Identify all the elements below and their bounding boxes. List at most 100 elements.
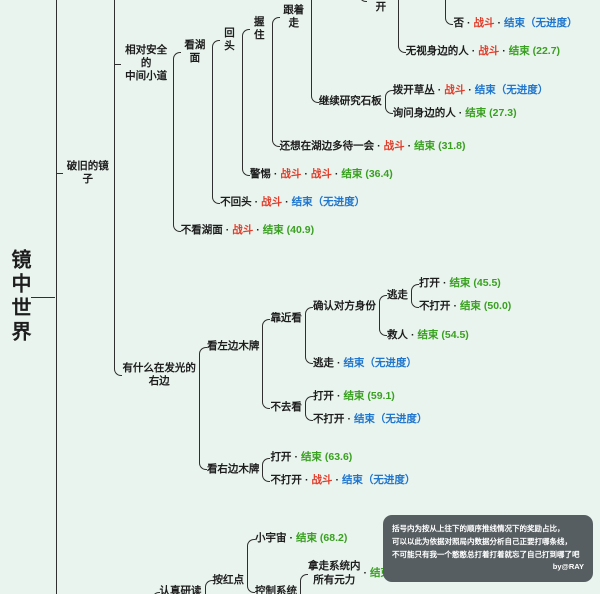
node-label: 不打开 · 战斗 · 结束（无进度） [269, 474, 416, 487]
tree-root-node: 镜中世界结实的镜子结束（无进度）破旧的镜子传出魔兽吼声的 左边·战斗·结束 (4… [6, 0, 598, 594]
node-label: 跟着走 [279, 4, 309, 30]
node-label: 不回头 · 战斗 · 结束（无进度） [219, 196, 366, 209]
tree-node: 握住跟着走拨开草丛打开·结束 (9.1)不打开予以回应是使用·解谜·结束 (13… [249, 0, 598, 158]
node-text: 战斗 [261, 196, 283, 209]
node-text: 打开 [418, 277, 440, 290]
tree-node: 不打开 予以回应 是使用·解谜·结束 (13.6)不使用·挑战首领·结束 (18.2… [366, 0, 598, 64]
node-text: 拨开草丛 [392, 83, 435, 96]
tree-branch: 拿走系统内 部分元力·战斗·结束 (77.3) [299, 591, 453, 594]
node-text: 逃走 [312, 356, 334, 369]
tree-branch: 不打开 · 结束 (50.0) [410, 295, 512, 318]
node-text: 结束 (22.7) [508, 45, 561, 58]
node-text: 相对安全的 中间小道 [125, 43, 168, 83]
tree-branch: 不使用·挑战首领·结束 (18.2) [466, 0, 598, 7]
node-text: 拿走系统内 所有元力 [308, 560, 361, 586]
node-children: 打开 · 结束 (59.1) 不打开 · 结束（无进度） [304, 385, 429, 431]
tree-node: 确认对方身份 逃走 打开 · 结束 (45.5) 不打开 · 结束 (50.0) 救人 · 结束 (… [312, 267, 512, 346]
node-label: 看右边木牌 [206, 463, 261, 476]
node-children: 打开·结束 (9.1)不打开予以回应是使用·解谜·结束 (13.6)不使用·挑战… [358, 0, 598, 69]
node-children: 靠近看 确认对方身份 逃走 打开 · 结束 (45.5) 不打开 · 结束 (50.0) 救人 · 结… [261, 257, 512, 436]
dot-separator: · [334, 167, 339, 180]
node-text: 战斗 [311, 474, 333, 487]
note-line-2: 可以以此为依据对照局内数据分析自己正要打哪条线， [392, 536, 572, 546]
node-text: 确认对方身份 [312, 300, 376, 313]
dot-separator: · [304, 474, 309, 487]
node-label: 询问身边的人 · 结束 (27.3) [392, 107, 518, 120]
tree-node: 不去看 打开 · 结束 (59.1) 不打开 · 结束（无进度） [269, 385, 428, 431]
node-text: 结束 (36.4) [341, 167, 393, 180]
node-label: 逃走 [386, 289, 409, 302]
tree-branch: 打开 · 结束 (59.1) [304, 385, 429, 409]
node-label: 看左边木牌 [206, 340, 261, 353]
tree-branch: 看湖面回头握住跟着走拨开草丛打开·结束 (9.1)不打开予以回应是使用·解谜·结… [172, 0, 598, 220]
tree-node: 回头握住跟着走拨开草丛打开·结束 (9.1)不打开予以回应是使用·解谜·结束 (… [219, 0, 598, 186]
tree-node: 看湖面回头握住跟着走拨开草丛打开·结束 (9.1)不打开予以回应是使用·解谜·结… [180, 0, 598, 214]
node-children: 结实的镜子结束（无进度）破旧的镜子传出魔兽吼声的 左边·战斗·结束 (4.5)相… [31, 0, 598, 594]
tree-node: 不使用·挑战首领·结束 (18.2) [474, 0, 598, 2]
tree-node: 打开 · 结束 (45.5) [418, 277, 502, 290]
node-label: 拨开草丛 [318, 0, 357, 2]
tree-branch: 继续研究石板 拨开草丛 · 战斗 · 结束（无进度） 询问身边的人 · 结束 (27.3) [310, 73, 598, 130]
tree-branch: 还想在湖边多待一会 · 战斗 · 结束 (31.8) [271, 134, 598, 158]
tree-branch: 无视身边的人 · 战斗 · 结束 (22.7) [397, 40, 598, 63]
node-text: 结束 (27.3) [465, 106, 517, 119]
dot-separator: · [453, 300, 457, 313]
node-children: 确认对方身份 逃走 打开 · 结束 (45.5) 不打开 · 结束 (50.0) 救人 · 结束 (… [304, 262, 512, 375]
node-text: 握住 [254, 15, 265, 41]
dot-separator: · [363, 567, 368, 579]
tree-node: 跟着走拨开草丛打开·结束 (9.1)不打开予以回应是使用·解谜·结束 (13.6… [279, 0, 598, 130]
tree-node: 询问身边的人 · 结束 (27.3) [392, 107, 518, 120]
node-label: 不使用·挑战首领·结束 (18.2) [474, 0, 598, 2]
dot-separator: · [468, 83, 472, 96]
dot-separator: · [437, 83, 442, 96]
node-label: 继续研究石板 [318, 95, 383, 108]
tree-branch: 看右边木牌 打开 · 结束 (63.6) 不打开 · 战斗 · 结束（无进度） [198, 441, 512, 497]
tree-branch: 靠近看 确认对方身份 逃走 打开 · 结束 (45.5) 不打开 · 结束 (50.0) 救人 · 结… [261, 257, 512, 380]
tree-node: 有什么在发光的 右边 看左边木牌 靠近看 确认对方身份 逃走 打开 · 结束 (45.5) 不打… [121, 252, 512, 497]
node-label: 打开 · 结束 (45.5) [418, 277, 502, 290]
tree-branch: 不回头 · 战斗 · 结束（无进度） [211, 191, 598, 214]
node-text: 结束（无进度） [353, 412, 428, 425]
node-text: 结束 (50.0) [459, 300, 512, 313]
tree-node: 不打开 · 结束 (50.0) [418, 300, 512, 313]
tree-node: 破旧的镜子传出魔兽吼声的 左边·战斗·结束 (4.5)相对安全的 中间小道看湖面… [63, 0, 598, 502]
node-text: 结束 (18.2) [555, 0, 597, 2]
node-label: 逃走 · 结束（无进度） [312, 357, 418, 370]
node-label: 看湖面 [180, 39, 210, 65]
node-text: 按红点 [212, 573, 245, 586]
node-text: 挑战首领 [510, 0, 545, 2]
node-label: 予以回应 [405, 0, 444, 2]
tree-branch: 确认对方身份 逃走 打开 · 结束 (45.5) 不打开 · 结束 (50.0) 救人 · 结束 (… [304, 262, 512, 353]
tree-branch: 予以回应是使用·解谜·结束 (13.6)不使用·挑战首领·结束 (18.2)否·… [397, 0, 598, 40]
node-children: 回头握住跟着走拨开草丛打开·结束 (9.1)不打开予以回应是使用·解谜·结束 (… [211, 0, 598, 214]
node-label: 控制系统 [254, 585, 298, 594]
tree-branch: 小宇宙 · 结束 (68.2) [246, 527, 453, 551]
node-children: 逃走 打开 · 结束 (45.5) 不打开 · 结束 (50.0) 救人 · 结束 (54.5) [378, 267, 512, 346]
node-text: 打开 [270, 451, 292, 464]
node-text: 战斗 [383, 139, 405, 152]
dot-separator: · [294, 451, 298, 464]
tree-node: 无视身边的人 · 战斗 · 结束 (22.7) [405, 45, 561, 58]
dot-separator: · [225, 224, 230, 237]
dot-separator: · [471, 45, 476, 58]
tree-branch: 是使用·解谜·结束 (13.6)不使用·挑战首领·结束 (18.2) [444, 0, 598, 13]
node-children: 是使用·解谜·结束 (13.6)不使用·挑战首领·结束 (18.2)否·战斗·结… [444, 0, 598, 35]
node-text: 不回头 [220, 196, 252, 209]
node-text: 予以回应 [406, 0, 443, 2]
note-box: 括号内为按从上往下的顺序推线情况下的奖励占比， 可以以此为依据对照局内数据分析自… [383, 515, 593, 582]
node-label: 拨开草丛 · 战斗 · 结束（无进度） [392, 84, 550, 97]
node-text: 结束 (63.6) [300, 451, 353, 464]
tree-branch: 不去看 打开 · 结束 (59.1) 不打开 · 结束（无进度） [261, 379, 512, 436]
note-author: by@RAY [552, 562, 584, 572]
tree-node: 小宇宙 · 结束 (68.2) [254, 532, 348, 545]
dot-separator: · [442, 277, 447, 290]
node-label: 打开 · 结束 (59.1) [312, 390, 396, 403]
tree-node: 不打开 · 战斗 · 结束（无进度） [269, 474, 416, 487]
node-label: 握住 [249, 16, 270, 42]
node-text: 战斗 [232, 224, 254, 237]
node-label: 打开 · 结束 (63.6) [269, 451, 353, 464]
node-text: 继续研究石板 [318, 95, 382, 108]
tree-node: 拨开草丛打开·结束 (9.1)不打开予以回应是使用·解谜·结束 (13.6)不使… [318, 0, 598, 69]
node-text: 看左边木牌 [206, 340, 260, 353]
